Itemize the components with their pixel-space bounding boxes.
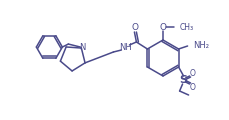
Text: NH₂: NH₂ (193, 41, 209, 49)
Text: O: O (131, 24, 138, 33)
Text: O: O (189, 83, 195, 91)
Text: CH₃: CH₃ (179, 23, 193, 31)
Text: O: O (159, 23, 166, 31)
Text: N: N (79, 43, 85, 52)
Text: O: O (189, 69, 195, 78)
Text: S: S (179, 75, 187, 85)
Text: NH: NH (119, 44, 131, 53)
